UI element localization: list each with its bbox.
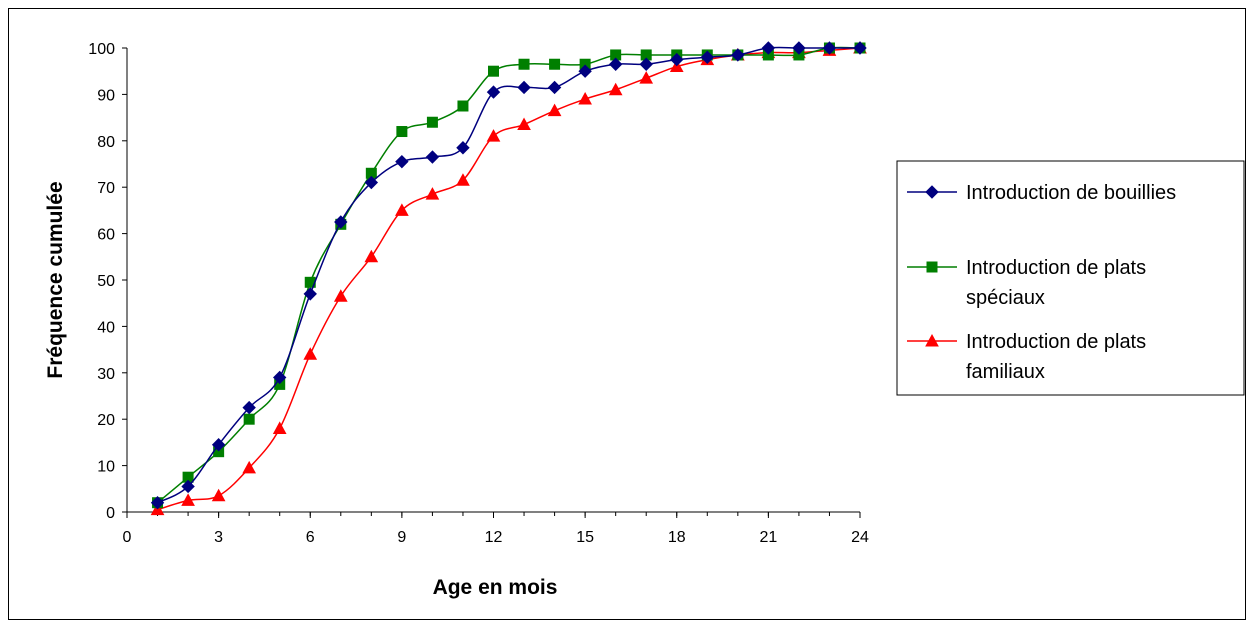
data-point-diamond <box>395 154 409 169</box>
legend-label: Introduction de plats <box>966 257 1146 279</box>
y-tick-label: 20 <box>97 412 115 429</box>
x-tick-label: 6 <box>306 529 315 546</box>
y-tick-label: 30 <box>97 366 115 383</box>
data-point-square <box>457 100 469 112</box>
data-point-triangle <box>303 347 318 360</box>
series-introduction-de-plats-speciaux <box>152 42 866 509</box>
data-point-triangle <box>211 488 226 502</box>
data-point-diamond <box>425 150 440 164</box>
y-tick-label: 90 <box>97 87 115 104</box>
x-tick-label: 12 <box>485 529 503 546</box>
data-point-square <box>426 116 438 128</box>
x-tick-label: 9 <box>397 529 406 546</box>
legend-label: Introduction de bouillies <box>966 182 1176 204</box>
data-point-triangle <box>425 187 440 200</box>
data-point-triangle <box>456 173 470 186</box>
x-tick-label: 21 <box>759 529 777 546</box>
x-tick-label: 24 <box>851 529 869 546</box>
y-tick-label: 0 <box>106 505 115 522</box>
data-point-triangle <box>181 493 195 506</box>
data-point-diamond <box>242 400 256 415</box>
data-point-diamond <box>517 80 531 95</box>
series-introduction-de-plats-familiaux <box>150 40 867 516</box>
data-point-diamond <box>211 438 226 452</box>
data-point-square <box>488 65 499 77</box>
series-introduction-de-bouillies <box>150 41 867 510</box>
data-point-triangle <box>608 82 623 96</box>
x-tick-label: 15 <box>576 529 594 546</box>
series-line <box>157 47 861 511</box>
data-point-square <box>396 126 408 138</box>
legend-label: familiaux <box>966 361 1045 383</box>
x-axis-ticks: 0 3 6 9 12 15 18 21 24 <box>123 512 869 546</box>
y-axis-ticks: 0 10 20 30 40 50 60 70 80 90 100 <box>88 41 127 522</box>
data-point-triangle <box>364 249 379 263</box>
data-point-diamond <box>792 41 806 55</box>
legend-label: Introduction de plats <box>966 331 1146 353</box>
data-point-square <box>243 413 255 425</box>
data-point-diamond <box>608 57 623 71</box>
data-point-diamond <box>334 215 348 229</box>
data-point-triangle <box>547 103 562 117</box>
x-tick-label: 18 <box>668 529 686 546</box>
y-tick-label: 100 <box>88 41 115 58</box>
y-axis-title: Fréquence cumulée <box>44 181 67 378</box>
axes: 0 10 20 30 40 50 60 70 80 90 100 0 3 6 9 12 15 18 21 24 <box>88 41 869 546</box>
series-layer <box>150 40 867 516</box>
data-point-diamond <box>486 85 501 99</box>
data-point-triangle <box>517 117 531 131</box>
data-point-diamond <box>731 48 745 62</box>
data-point-triangle <box>242 460 257 474</box>
x-tick-label: 3 <box>214 529 223 546</box>
data-point-triangle <box>272 421 287 434</box>
data-point-diamond <box>303 287 317 301</box>
data-point-diamond <box>853 41 867 55</box>
data-point-triangle <box>639 71 654 84</box>
data-point-diamond <box>670 52 684 67</box>
legend-item: Introduction de plats spéciaux <box>907 257 1146 309</box>
data-point-triangle <box>395 203 409 216</box>
data-point-diamond <box>700 50 714 64</box>
data-point-diamond <box>456 141 470 155</box>
data-point-diamond <box>150 496 165 510</box>
data-point-diamond <box>761 41 776 55</box>
legend-item: Introduction de plats familiaux <box>907 331 1146 383</box>
x-axis-title: Age en mois <box>433 576 558 599</box>
y-tick-label: 40 <box>97 319 115 336</box>
data-point-square <box>518 58 530 70</box>
legend-marker <box>925 333 939 347</box>
data-point-diamond <box>578 64 592 78</box>
data-point-diamond <box>639 57 653 71</box>
y-tick-label: 80 <box>97 134 115 151</box>
data-point-diamond <box>181 479 195 494</box>
data-point-diamond <box>273 370 287 385</box>
y-tick-label: 70 <box>97 180 115 197</box>
series-line <box>157 46 860 504</box>
legend-label: spéciaux <box>966 287 1045 309</box>
legend-marker <box>926 261 938 273</box>
legend-item: Introduction de bouillies <box>907 182 1176 204</box>
data-point-square <box>549 58 561 70</box>
y-tick-label: 60 <box>97 227 115 244</box>
x-tick-label: 0 <box>123 529 132 546</box>
legend: Introduction de bouillies Introduction de… <box>896 160 1245 396</box>
series-line <box>157 46 861 504</box>
data-point-triangle <box>578 91 592 105</box>
data-point-triangle <box>333 289 348 302</box>
y-tick-label: 10 <box>97 459 115 476</box>
data-point-diamond <box>364 175 379 190</box>
legend-box <box>896 160 1245 396</box>
data-point-diamond <box>547 80 562 95</box>
y-tick-label: 50 <box>97 273 115 290</box>
legend-marker <box>925 185 939 199</box>
data-point-triangle <box>486 129 501 142</box>
data-point-diamond <box>822 41 837 55</box>
